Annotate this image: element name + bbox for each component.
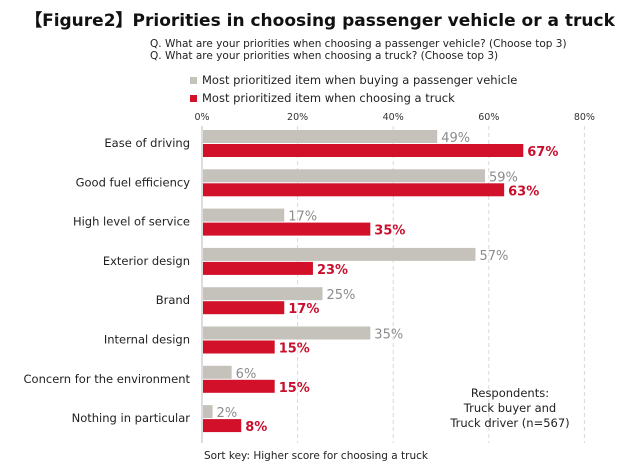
bar-passenger	[203, 169, 486, 183]
x-tick-label: 0%	[194, 112, 209, 123]
legend-truck: Most prioritized item when choosing a tr…	[190, 91, 455, 105]
sort-key-note: Sort key: Higher score for choosing a tr…	[204, 450, 428, 462]
legend-label-passenger: Most prioritized item when buying a pass…	[202, 73, 518, 87]
bar-passenger	[203, 287, 323, 301]
category-label: Exterior design	[103, 254, 190, 268]
data-label-passenger: 35%	[374, 328, 403, 343]
category-label: Good fuel efficiency	[76, 175, 191, 189]
legend-passenger: Most prioritized item when buying a pass…	[190, 73, 517, 87]
respondents-note: Respondents: Truck buyer and Truck drive…	[440, 386, 580, 431]
bar-truck	[203, 222, 371, 236]
bar-truck	[203, 419, 242, 433]
respondents-line-3: Truck driver (n=567)	[450, 416, 570, 430]
bar-passenger	[203, 326, 371, 340]
x-tick-label: 80%	[574, 112, 595, 123]
data-label-truck: 17%	[288, 302, 319, 317]
category-label: Brand	[156, 293, 190, 307]
category-label: Concern for the environment	[24, 372, 191, 386]
data-label-passenger: 17%	[288, 210, 317, 225]
bar-passenger	[203, 405, 213, 419]
data-label-passenger: 49%	[441, 131, 470, 146]
bar-truck	[203, 379, 275, 393]
data-label-truck: 63%	[508, 184, 539, 199]
data-label-passenger: 57%	[479, 249, 508, 264]
data-label-truck: 35%	[374, 224, 405, 239]
category-label: Ease of driving	[104, 136, 190, 150]
legend-swatch-passenger	[190, 76, 197, 84]
data-label-passenger: 6%	[236, 367, 257, 382]
question-truck: Q. What are your priorities when choosin…	[150, 50, 499, 62]
x-tick-label: 60%	[478, 112, 499, 123]
respondents-line-2: Truck buyer and	[463, 401, 557, 415]
bar-passenger	[203, 208, 285, 222]
data-label-truck: 8%	[245, 420, 267, 435]
bar-truck	[203, 183, 505, 197]
legend-swatch-truck	[190, 94, 197, 102]
bar-truck	[203, 144, 524, 157]
bar-truck	[203, 340, 275, 354]
data-label-passenger: 25%	[327, 288, 356, 303]
category-label: High level of service	[73, 215, 190, 229]
data-label-truck: 67%	[527, 145, 558, 160]
legend-label-truck: Most prioritized item when choosing a tr…	[202, 91, 455, 105]
question-passenger: Q. What are your priorities when choosin…	[150, 38, 567, 50]
category-label: Nothing in particular	[72, 411, 191, 425]
bar-passenger	[203, 130, 438, 143]
data-label-passenger: 59%	[489, 170, 518, 185]
bar-truck	[203, 261, 313, 275]
bar-truck	[203, 301, 285, 315]
respondents-line-1: Respondents:	[470, 386, 550, 400]
x-tick-label: 40%	[383, 112, 404, 123]
x-tick-label: 20%	[287, 112, 308, 123]
category-label: Internal design	[104, 333, 190, 347]
data-label-passenger: 2%	[217, 406, 238, 421]
chart-title: 【Figure2】Priorities in choosing passenge…	[25, 11, 615, 31]
bar-passenger	[203, 365, 232, 379]
data-label-truck: 15%	[279, 381, 310, 396]
bar-passenger	[203, 247, 476, 261]
data-label-truck: 23%	[317, 263, 348, 278]
data-label-truck: 15%	[279, 342, 310, 357]
